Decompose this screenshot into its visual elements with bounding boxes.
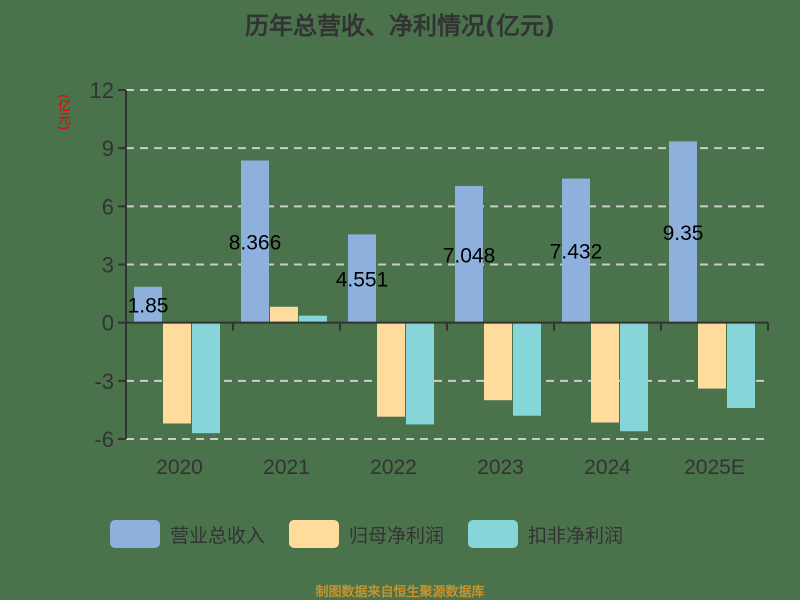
x-tick-label: 2025E [684, 456, 745, 479]
bar-deducted-profit [192, 322, 220, 434]
bar-revenue [562, 178, 590, 323]
bar-deducted-profit [620, 322, 648, 432]
x-tick-label: 2022 [370, 456, 417, 479]
data-label: 7.048 [443, 244, 496, 267]
bar-revenue [241, 160, 269, 323]
bar-deducted-profit [513, 322, 541, 416]
y-tick-label: 0 [102, 311, 114, 336]
data-label: 7.432 [550, 241, 603, 264]
x-tick-label: 2020 [156, 456, 203, 479]
legend-swatch-deducted-profit [468, 520, 519, 548]
bar-net-profit [591, 322, 619, 423]
legend-item-net-profit[interactable]: 归母净利润 [289, 520, 444, 548]
bar-revenue [348, 234, 376, 323]
bar-net-profit [163, 322, 191, 424]
legend-swatch-net-profit [289, 520, 340, 548]
bar-net-profit [698, 322, 726, 389]
y-tick-label: -6 [94, 427, 114, 452]
legend-label: 归母净利润 [349, 524, 445, 547]
source-footer: 制图数据来自恒生聚源数据库 [315, 585, 485, 600]
legend-item-deducted-profit[interactable]: 扣非净利润 [468, 520, 623, 548]
bar-deducted-profit [299, 315, 327, 323]
legend-swatch-revenue [110, 520, 160, 548]
bar-revenue [669, 141, 697, 323]
bar-net-profit [270, 306, 298, 323]
data-label: 1.85 [128, 295, 169, 318]
bar-revenue [134, 286, 162, 323]
y-tick-label: 12 [90, 78, 114, 103]
legend-label: 扣非净利润 [528, 524, 624, 547]
legend-item-revenue[interactable]: 营业总收入 [110, 520, 265, 548]
data-label: 8.366 [229, 232, 282, 255]
y-axis-unit: (亿元) [55, 94, 70, 131]
x-tick-label: 2024 [584, 456, 631, 479]
data-label: 9.35 [663, 222, 704, 245]
x-tick-label: 2021 [263, 456, 310, 479]
x-tick-label: 2023 [477, 456, 524, 479]
y-tick-label: -3 [94, 369, 114, 394]
y-tick-label: 6 [102, 194, 114, 219]
bar-revenue [455, 186, 483, 323]
bar-deducted-profit [406, 322, 434, 425]
data-label: 4.551 [336, 269, 389, 292]
bar-deducted-profit [727, 322, 755, 408]
y-tick-label: 9 [102, 136, 114, 161]
legend-label: 营业总收入 [170, 524, 266, 547]
bar-net-profit [377, 322, 405, 417]
bar-net-profit [484, 322, 512, 401]
legend: 营业总收入 归母净利润 扣非净利润 [110, 520, 623, 548]
chart-title: 历年总营收、净利情况(亿元) [245, 12, 555, 40]
y-tick-label: 3 [102, 253, 114, 278]
